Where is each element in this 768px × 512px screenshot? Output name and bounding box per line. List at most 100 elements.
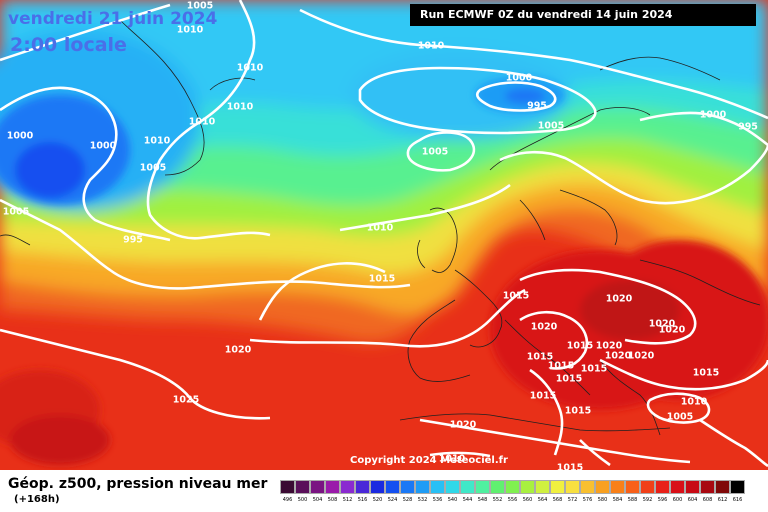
forecast-time: 2:00 locale — [10, 34, 127, 56]
scale-tick-label: 564 — [537, 497, 548, 503]
scale-swatch — [295, 480, 310, 494]
isobar-label: 1005 — [538, 121, 564, 132]
isobar-label: 1005 — [187, 1, 213, 12]
scale-swatch — [700, 480, 715, 494]
scale-tick-label: 608 — [702, 497, 713, 503]
scale-tick-label: 532 — [417, 497, 428, 503]
isobar-label: 1010 — [177, 25, 204, 36]
scale-swatch — [355, 480, 370, 494]
isobar-labels: 1005 1010 1010 1010 1000 1010 995 1010 1000 995 10… — [3, 1, 758, 471]
scale-swatch — [370, 480, 385, 494]
isobar-label: 1015 — [581, 364, 607, 375]
scale-tick-label: 604 — [687, 497, 698, 503]
scale-tick-label: 612 — [717, 497, 728, 503]
color-scale: 496 500 504 508 512 516 520 524 528 532 536 540 544 5… — [280, 480, 750, 510]
isobar-label: 1020 — [605, 351, 632, 362]
scale-tick-label: 568 — [552, 497, 563, 503]
isobar-label: 1015 — [369, 274, 395, 285]
scale-tick-label: 512 — [342, 497, 353, 503]
isobar-label: 1010 — [367, 223, 394, 234]
isobar-label: 1015 — [567, 341, 593, 352]
isobar-label: 1000 — [90, 141, 117, 152]
scale-tick-label: 544 — [462, 497, 473, 503]
isobar-label: 1010 — [418, 41, 445, 52]
scale-swatch — [340, 480, 355, 494]
scale-tick-label: 536 — [432, 497, 443, 503]
isobar-label: 995 — [123, 235, 143, 246]
copyright-text: Copyright 2024 Meteociel.fr — [350, 455, 508, 466]
isobar-label: 1015 — [527, 352, 553, 363]
isobar-label: 1015 — [548, 361, 574, 372]
isobar-label: 1010 — [144, 136, 171, 147]
scale-tick-label: 572 — [567, 497, 578, 503]
forecast-date: vendredi 21 juin 2024 — [8, 9, 218, 29]
scale-swatch — [445, 480, 460, 494]
scale-swatch — [520, 480, 535, 494]
map-title: Géop. z500, pression niveau mer — [8, 476, 268, 492]
scale-swatch — [715, 480, 730, 494]
scale-tick-label: 600 — [672, 497, 683, 503]
isobar-label: 1020 — [606, 294, 633, 305]
isobar-label: 1025 — [173, 395, 199, 406]
isobar-lines — [0, 0, 768, 468]
scale-tick-label: 548 — [477, 497, 488, 503]
scale-swatch — [325, 480, 340, 494]
isobar-label: 1010 — [439, 454, 466, 465]
isobar-label: 1000 — [7, 131, 34, 142]
scale-swatch — [415, 480, 430, 494]
isobar-label: 1015 — [503, 291, 529, 302]
scale-tick-label: 508 — [327, 497, 338, 503]
geopotential-map: 1005 1010 1010 1010 1000 1010 995 1010 1000 995 10… — [0, 0, 768, 470]
scale-tick-label: 540 — [447, 497, 458, 503]
scale-swatch — [460, 480, 475, 494]
isobar-label: 1010 — [189, 117, 216, 128]
scale-tick-label: 580 — [597, 497, 608, 503]
scale-tick-label: 596 — [657, 497, 668, 503]
isobar-label: 1010 — [237, 63, 264, 74]
isobar-label: 1005 — [667, 412, 693, 423]
height-field — [0, 0, 768, 470]
forecast-offset: (+168h) — [14, 494, 60, 505]
scale-swatch — [685, 480, 700, 494]
isobar-label: 1020 — [596, 341, 623, 352]
scale-tick-label: 500 — [297, 497, 308, 503]
scale-swatch — [655, 480, 670, 494]
scale-tick-label: 616 — [732, 497, 743, 503]
scale-tick-label: 528 — [402, 497, 413, 503]
coastlines — [0, 19, 761, 436]
isobar-label: 995 — [527, 101, 547, 112]
isobar-label: 1020 — [531, 322, 558, 333]
scale-swatch — [310, 480, 325, 494]
scale-swatch — [280, 480, 295, 494]
isobar-label: 1005 — [422, 147, 448, 158]
scale-tick-label: 496 — [282, 497, 293, 503]
isobar-label: 1015 — [565, 406, 591, 417]
isobar-label: 1015 — [557, 463, 583, 471]
isobar-label: 1000 — [700, 110, 727, 121]
isobar-label: 1020 — [225, 345, 252, 356]
scale-tick-label: 556 — [507, 497, 518, 503]
isobar-label: 995 — [738, 122, 758, 133]
isobar-label: 1005 — [3, 207, 29, 218]
scale-swatch — [625, 480, 640, 494]
isobar-label: 1010 — [681, 397, 708, 408]
isobar-label: 1020 — [450, 420, 477, 431]
isobar-label: 1005 — [140, 163, 166, 174]
run-info-banner: Run ECMWF 0Z du vendredi 14 juin 2024 — [410, 4, 756, 26]
scale-tick-label: 584 — [612, 497, 623, 503]
isobar-label: 1015 — [693, 368, 719, 379]
isobar-label: 1015 — [530, 391, 556, 402]
isobar-label: 1020 — [628, 351, 655, 362]
scale-tick-label: 516 — [357, 497, 368, 503]
scale-swatch — [580, 480, 595, 494]
scale-tick-label: 524 — [387, 497, 398, 503]
isobar-label: 1020 — [649, 319, 676, 330]
isobar-label: 1020 — [659, 325, 686, 336]
scale-swatch — [475, 480, 490, 494]
scale-swatch — [595, 480, 610, 494]
scale-tick-label: 520 — [372, 497, 383, 503]
scale-tick-label: 560 — [522, 497, 533, 503]
scale-swatch — [730, 480, 745, 494]
scale-tick-label: 504 — [312, 497, 323, 503]
